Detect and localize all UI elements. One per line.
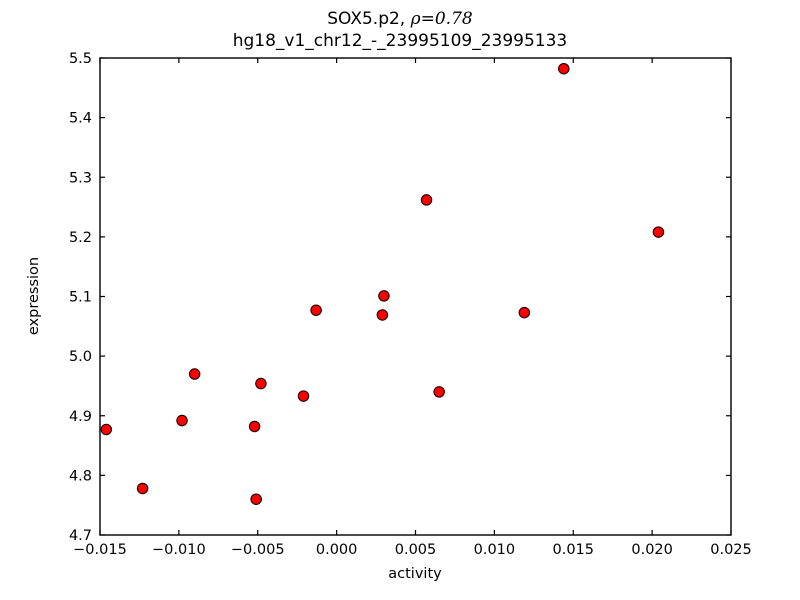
data-point xyxy=(100,423,113,436)
x-tick-label: −0.005 xyxy=(231,542,285,558)
x-tick-label: 0.025 xyxy=(710,542,752,558)
data-point xyxy=(558,62,570,75)
data-points xyxy=(100,62,665,505)
y-tick-label: 5.2 xyxy=(69,230,92,246)
data-point xyxy=(250,493,262,505)
x-tick-label: 0.010 xyxy=(474,542,516,558)
x-tick-label: 0.020 xyxy=(631,542,673,558)
x-axis-label: activity xyxy=(388,566,442,582)
data-point xyxy=(297,390,310,402)
title-gene-label: SOX5.p2, xyxy=(327,9,411,29)
y-tick-label: 5.4 xyxy=(69,111,92,127)
x-axis-ticks: −0.015 −0.010 −0.005 0.000 0.005 0.010 0.015 0.… xyxy=(73,58,752,558)
y-tick-label: 4.9 xyxy=(69,409,92,425)
y-tick-label: 5.3 xyxy=(69,170,92,186)
data-point xyxy=(136,482,149,495)
rho-symbol: ρ xyxy=(410,9,421,29)
x-tick-label: −0.010 xyxy=(152,542,206,558)
data-point xyxy=(176,414,188,427)
y-tick-label: 5.1 xyxy=(69,290,92,306)
y-tick-label: 4.7 xyxy=(69,528,92,544)
chart-subtitle: hg18_v1_chr12_-_23995109_23995133 xyxy=(232,31,568,51)
x-tick-label: 0.005 xyxy=(395,542,437,558)
y-tick-label: 5.0 xyxy=(69,349,92,365)
x-tick-label: 0.015 xyxy=(552,542,594,558)
data-point xyxy=(310,304,322,316)
y-tick-label: 5.5 xyxy=(69,51,92,67)
rho-value: =0.78 xyxy=(420,9,473,29)
chart-title: SOX5.p2, ρ=0.78 hg18_v1_chr12_-_23995109… xyxy=(0,8,800,52)
data-point xyxy=(378,290,390,302)
data-point xyxy=(255,377,267,390)
x-tick-label: 0.000 xyxy=(316,542,358,558)
data-point xyxy=(376,309,389,321)
x-tick-label: −0.015 xyxy=(73,542,127,558)
axes-frame xyxy=(99,57,732,536)
data-point xyxy=(248,420,261,433)
data-point xyxy=(188,368,201,380)
data-point xyxy=(518,306,531,319)
data-point xyxy=(652,226,665,238)
y-axis-label: expression xyxy=(26,257,42,335)
chart-title-line1: SOX5.p2, ρ=0.78 xyxy=(0,8,800,30)
data-point xyxy=(433,386,445,398)
data-point xyxy=(420,194,433,206)
y-tick-label: 4.8 xyxy=(69,468,92,484)
y-axis-ticks: 4.7 4.8 4.9 5.0 5.1 5.2 5.3 5.4 5.5 xyxy=(69,51,731,544)
